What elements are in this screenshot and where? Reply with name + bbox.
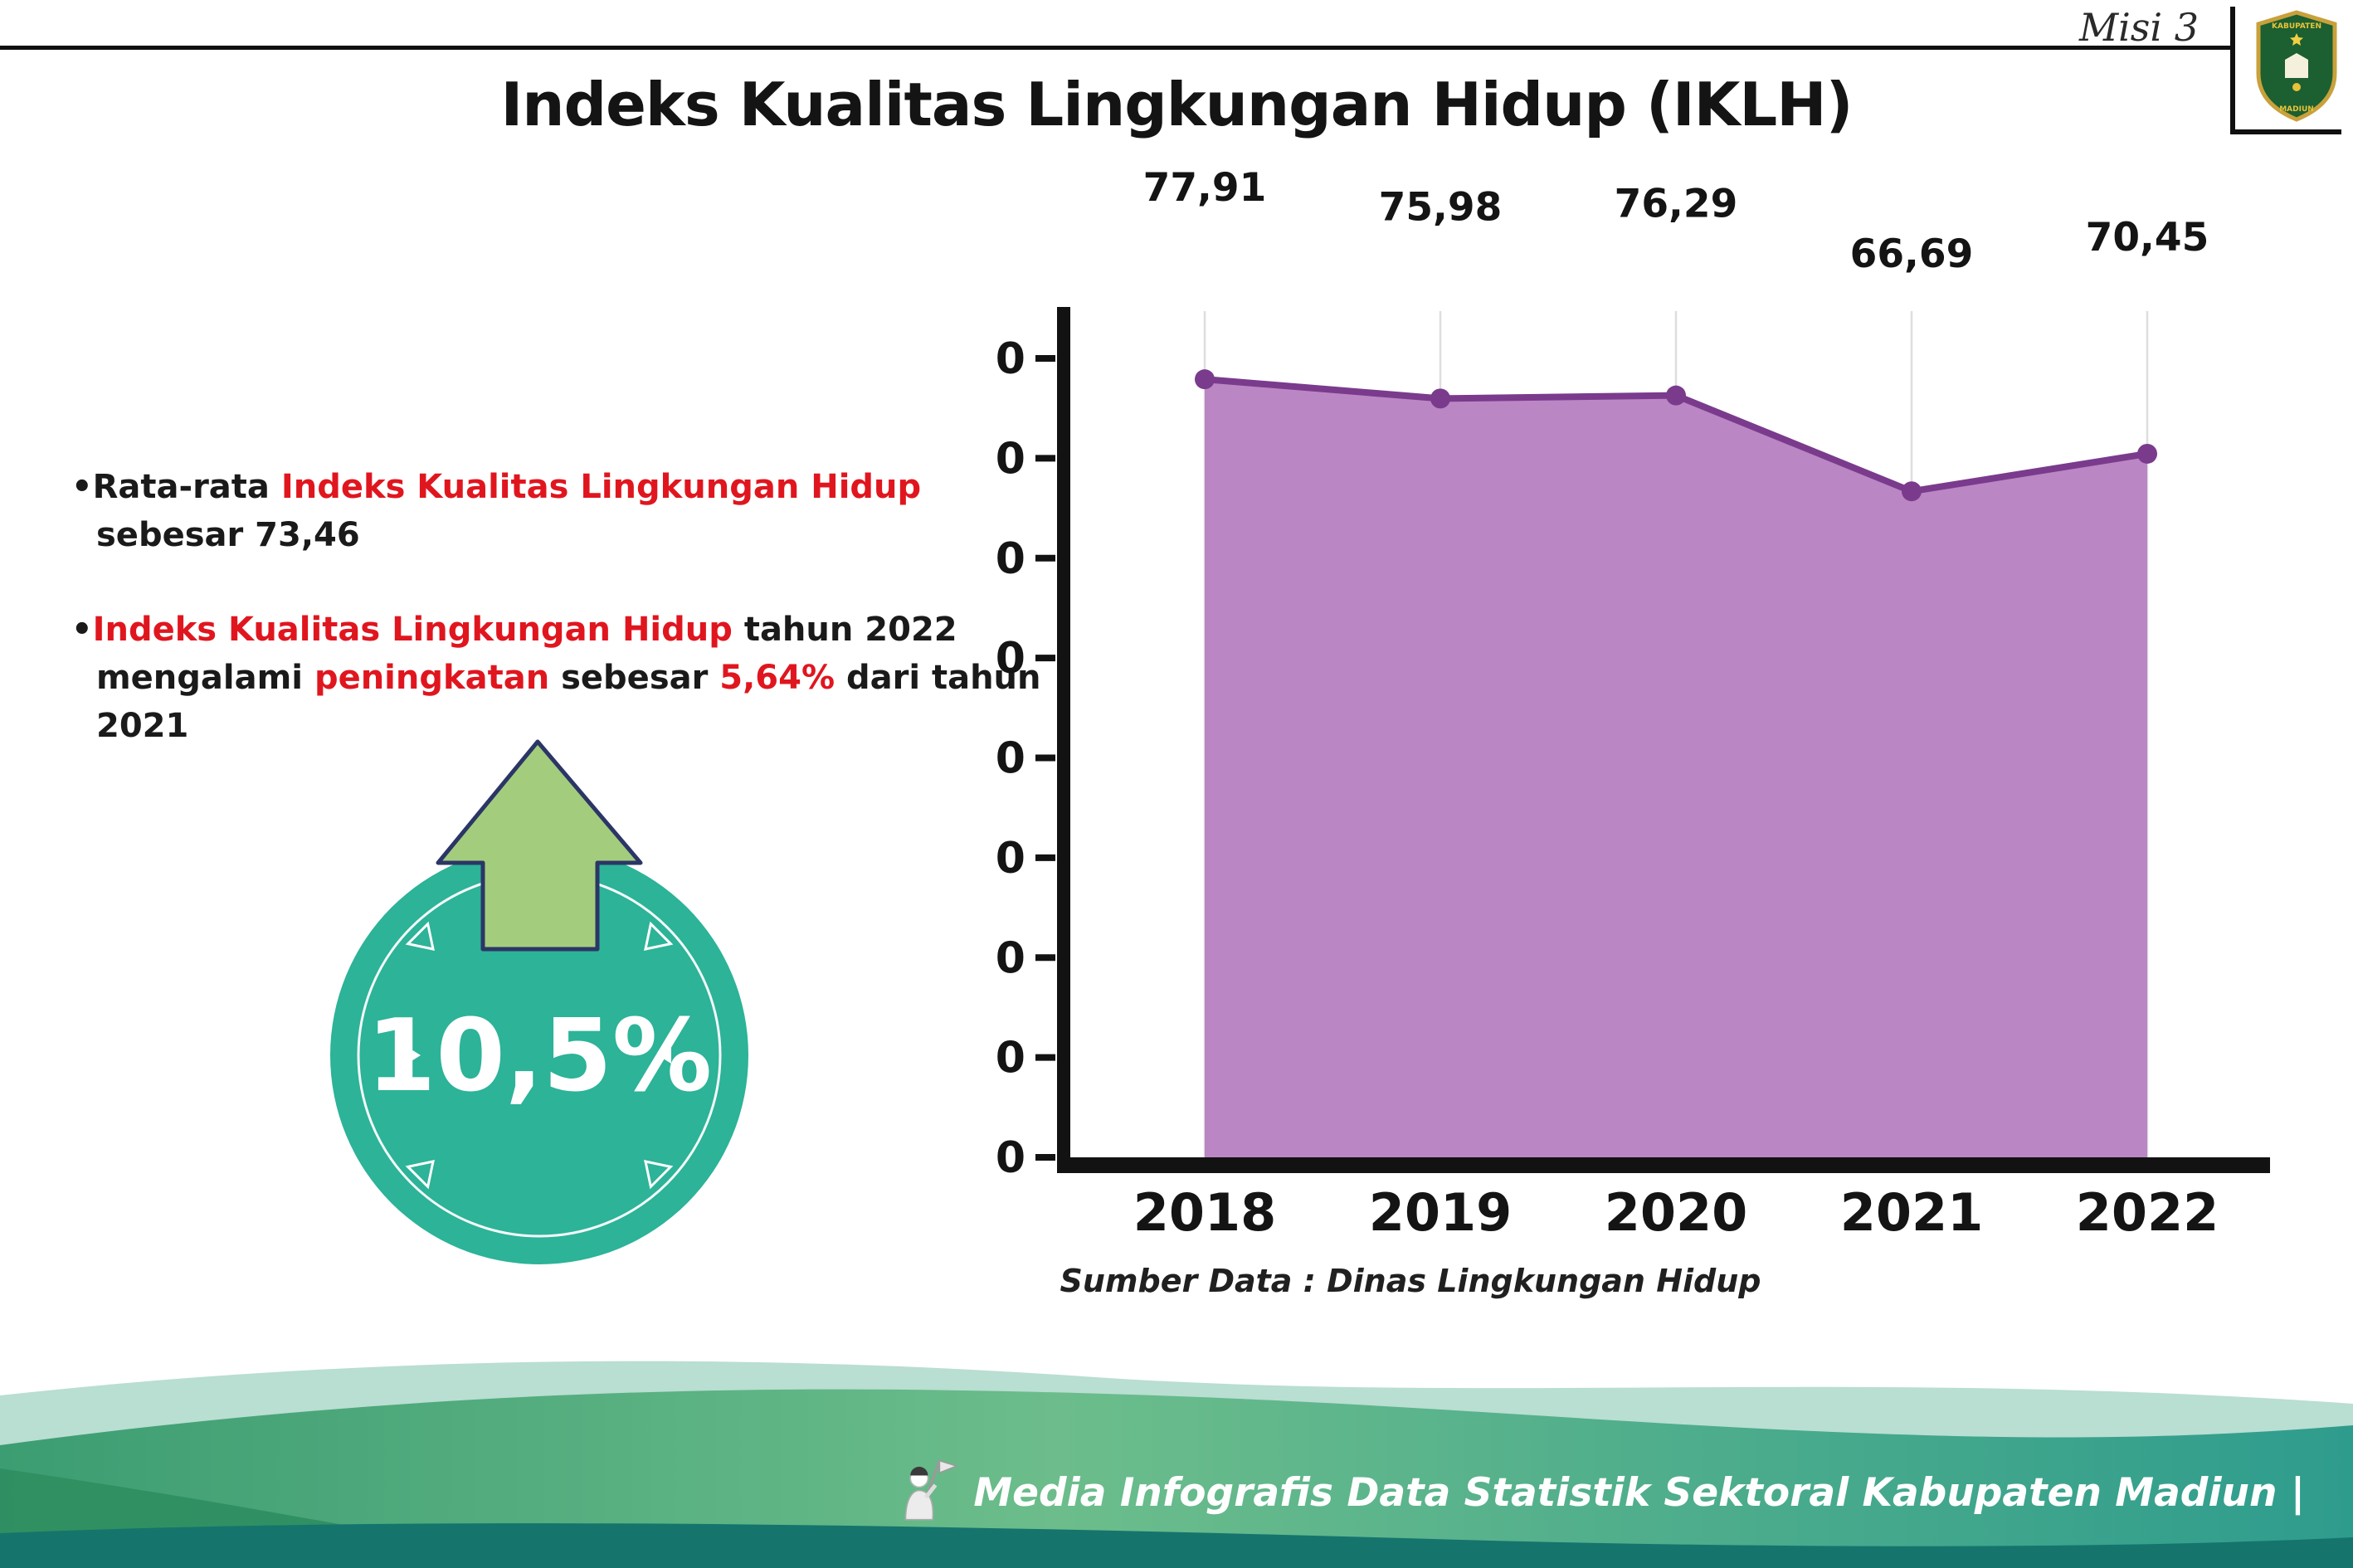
y-tick <box>1035 655 1055 662</box>
y-tick-label: 50 <box>996 634 1025 684</box>
bullet-increase-seg6: 5,64% <box>719 659 835 697</box>
increase-badge: 10,5% <box>274 723 805 1304</box>
y-tick <box>1035 754 1055 762</box>
x-tick-label: 2022 <box>2076 1182 2219 1243</box>
up-arrow-icon <box>436 739 643 952</box>
value-label: 66,69 <box>1850 231 1974 277</box>
data-point <box>1430 388 1450 409</box>
chart-svg: 0 10 20 30 40 50 60 70 80 77,91 2018 75,98 2019 76,29… <box>996 165 2270 1243</box>
data-point <box>2137 443 2157 464</box>
footer-text: Media Infografis Data Statistik Sektoral… <box>973 1469 2305 1516</box>
value-label: 75,98 <box>1379 184 1503 230</box>
badge-tick-icon <box>407 1047 421 1064</box>
logo-bottom-text: MADIUN <box>2279 105 2314 114</box>
bullet-increase-seg3: tahun 2022 mengalami <box>96 611 957 697</box>
mascot-arm <box>924 1483 938 1499</box>
bullet-increase-seg7: dari tahun 2021 <box>96 659 1041 745</box>
y-tick-label: 80 <box>996 334 1025 384</box>
data-point <box>1902 481 1922 502</box>
chart-canvas: 0 10 20 30 40 50 60 70 80 77,91 2018 75,98 2019 76,29… <box>996 149 2340 1244</box>
page-title: Indeks Kualitas Lingkungan Hidup (IKLH) <box>500 70 1854 139</box>
top-divider <box>0 46 2234 50</box>
x-axis <box>1057 1157 2270 1173</box>
mascot-flagpole <box>926 1459 942 1496</box>
logo-emblem <box>2285 53 2308 78</box>
bullet-increase: •Indeks Kualitas Lingkungan Hidup tahun … <box>71 606 1059 750</box>
value-label: 70,45 <box>2086 215 2209 261</box>
footer-wave-main <box>0 1389 2353 1568</box>
y-tick-label: 70 <box>996 434 1025 484</box>
y-tick-label: 10 <box>996 1034 1025 1083</box>
mascot-body <box>904 1489 934 1521</box>
footer-waves <box>0 1361 2353 1568</box>
bullet-average-seg1: •Rata-rata <box>71 468 281 506</box>
y-tick <box>1035 355 1055 362</box>
mascot-flag <box>938 1459 959 1474</box>
badge-tick-icon <box>644 921 674 951</box>
badge-circle <box>330 846 748 1264</box>
badge-value: 10,5% <box>367 999 712 1114</box>
data-point <box>1195 369 1215 390</box>
bullet-average-seg3: sebesar 73,46 <box>96 516 360 554</box>
data-point <box>1666 385 1686 406</box>
logo-star-icon <box>2290 33 2303 46</box>
footer: Media Infografis Data Statistik Sektoral… <box>0 1344 2353 1568</box>
bullet-increase-seg4: peningkatan <box>314 659 550 697</box>
bullet-increase-seg5: sebesar <box>549 659 720 697</box>
x-tick-label: 2019 <box>1369 1182 1513 1243</box>
mascot-hair <box>910 1466 928 1476</box>
y-tick <box>1035 554 1055 562</box>
bullet-increase-seg1: • <box>71 611 93 649</box>
logo-frame: KABUPATEN MADIUN <box>2230 7 2341 134</box>
y-tick-label: 30 <box>996 834 1025 884</box>
badge-tick-icon <box>644 1160 674 1190</box>
area-fill <box>1205 379 2147 1157</box>
bullet-average-seg2: Indeks Kualitas Lingkungan Hidup <box>280 468 922 506</box>
x-tick-label: 2021 <box>1840 1182 1984 1243</box>
bullet-average: •Rata-rata Indeks Kualitas Lingkungan Hi… <box>71 463 1059 559</box>
y-tick <box>1035 1054 1055 1061</box>
x-tick-label: 2018 <box>1133 1182 1277 1243</box>
footer-credit: Media Infografis Data Statistik Sektoral… <box>892 1455 2305 1530</box>
logo-top-text: KABUPATEN <box>2272 22 2321 31</box>
y-axis <box>1057 307 1070 1172</box>
bullet-increase-seg2: Indeks Kualitas Lingkungan Hidup <box>92 611 733 649</box>
logo-dot <box>2292 83 2301 91</box>
y-tick <box>1035 854 1055 861</box>
x-tick-label: 2020 <box>1605 1182 1748 1243</box>
value-label: 76,29 <box>1615 182 1738 227</box>
badge-tick-icon <box>405 1160 435 1190</box>
footer-wave-dark <box>0 1523 2353 1568</box>
y-tick <box>1035 455 1055 462</box>
y-tick-label: 0 <box>996 1133 1025 1183</box>
badge-graphic: 10,5% <box>330 739 748 1264</box>
badge-tick-icon <box>405 921 435 951</box>
mascot-icon <box>904 1459 959 1521</box>
y-tick-label: 20 <box>996 933 1025 983</box>
badge-tick-marks <box>405 921 674 1190</box>
badge-tick-icon <box>658 1047 671 1064</box>
y-tick <box>1035 1154 1055 1161</box>
y-tick-label: 60 <box>996 534 1025 584</box>
y-tick <box>1035 954 1055 962</box>
iklh-chart: 0 10 20 30 40 50 60 70 80 77,91 2018 75,98 2019 76,29… <box>996 149 2340 1327</box>
misi-label: Misi 3 <box>2078 5 2199 50</box>
summary-bullets: •Rata-rata Indeks Kualitas Lingkungan Hi… <box>71 463 1059 796</box>
kabupaten-madiun-logo: KABUPATEN MADIUN <box>2256 10 2337 122</box>
y-tick-label: 40 <box>996 734 1025 784</box>
value-label: 77,91 <box>1143 165 1267 211</box>
chart-source: Sumber Data : Dinas Lingkungan Hidup <box>1060 1263 1761 1299</box>
